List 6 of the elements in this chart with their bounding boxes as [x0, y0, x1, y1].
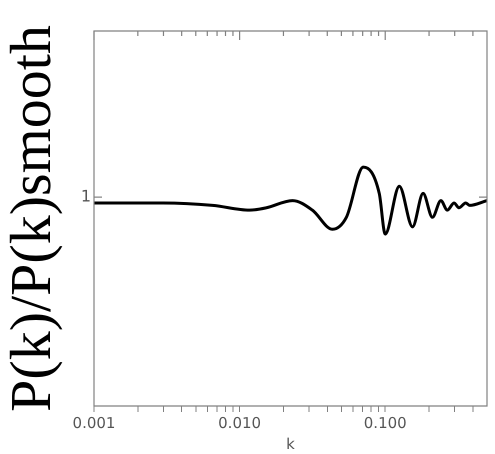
- y-axis-title: P(k)/P(k)smooth: [0, 25, 64, 412]
- x-tick-label: 0.100: [364, 414, 407, 432]
- x-tick-label: 0.010: [218, 414, 262, 432]
- text: 1: [80, 186, 91, 206]
- x-axis-title: k: [286, 434, 296, 453]
- x-tick-label: 0.001: [72, 414, 116, 432]
